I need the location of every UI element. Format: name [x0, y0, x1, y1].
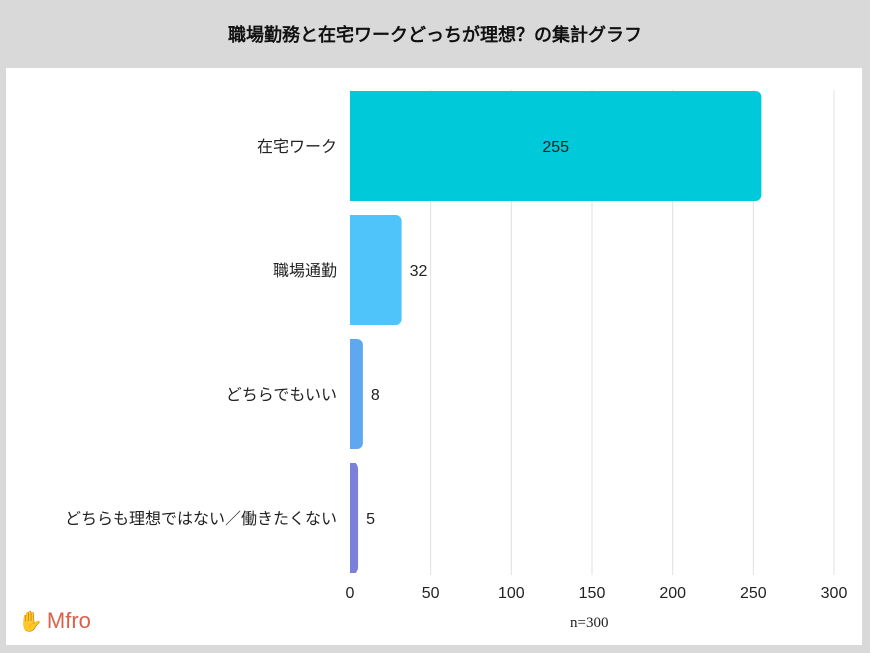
- x-tick-label: 250: [740, 585, 767, 602]
- sample-size-note: n=300: [570, 615, 609, 631]
- x-tick-label: 200: [659, 585, 686, 602]
- x-tick-label: 100: [498, 585, 525, 602]
- category-label: 在宅ワーク: [257, 137, 337, 156]
- bar-base: [350, 463, 356, 573]
- mfro-logo: ✋ Mfro: [18, 608, 91, 634]
- logo-text: Mfro: [46, 608, 91, 633]
- data-label: 8: [371, 387, 380, 404]
- x-tick-label: 150: [579, 585, 606, 602]
- x-tick-label: 300: [821, 585, 848, 602]
- data-label: 255: [542, 139, 569, 156]
- bar: [350, 215, 402, 325]
- bar: [350, 91, 762, 201]
- hand-icon: ✋: [18, 610, 43, 633]
- data-label: 5: [366, 511, 375, 528]
- x-tick-label: 50: [422, 585, 440, 602]
- chart-title: 職場勤務と在宅ワークどっちが理想？の集計グラフ: [228, 25, 642, 46]
- bar-base: [350, 339, 356, 449]
- category-label: 職場通勤: [273, 261, 337, 280]
- category-label: どちらでもいい: [226, 385, 337, 404]
- category-label: どちらも理想ではない／働きたくない: [65, 509, 337, 528]
- x-tick-label: 0: [346, 585, 355, 602]
- data-label: 32: [410, 263, 428, 280]
- bar-base: [350, 215, 356, 325]
- chart-header: 職場勤務と在宅ワークどっちが理想？の集計グラフ: [0, 0, 870, 68]
- bar-base: [350, 91, 356, 201]
